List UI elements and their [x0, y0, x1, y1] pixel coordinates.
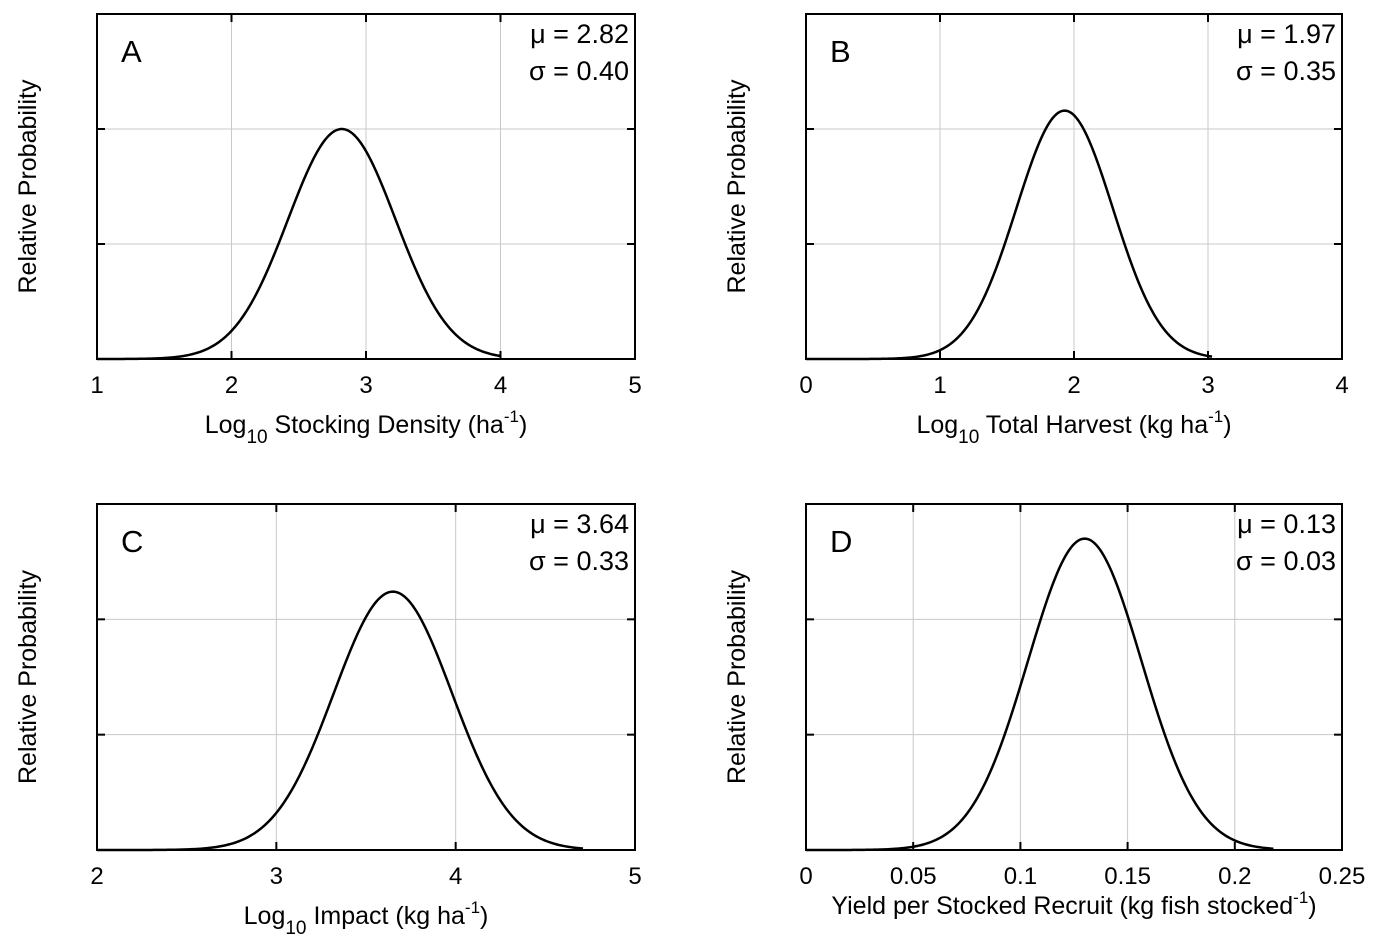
x-tick-label: 0: [799, 372, 812, 399]
density-curve: [806, 537, 1274, 852]
x-axis-label-suffix: ): [519, 411, 527, 439]
x-tick-label: 0.1: [1004, 863, 1037, 890]
density-curve: [97, 590, 584, 852]
x-tick-label: 3: [1201, 372, 1214, 399]
panel-letter: B: [830, 34, 851, 69]
x-axis-label-sup: -1: [1208, 407, 1223, 426]
x-axis-label-main: Stocking Density (ha: [268, 411, 504, 439]
x-tick-label: 2: [90, 863, 103, 890]
x-axis-label-prefix: Log: [916, 411, 958, 439]
x-axis-label: Yield per Stocked Recruit (kg fish stock…: [831, 888, 1316, 920]
x-axis-label-sup: -1: [504, 407, 519, 426]
sigma-annotation: σ = 0.40: [529, 56, 629, 86]
y-axis-label: Relative Probability: [14, 79, 42, 293]
x-tick-label: 5: [628, 863, 641, 890]
mu-annotation: μ = 0.13: [1237, 509, 1336, 539]
x-tick-label: 0.2: [1218, 863, 1251, 890]
x-tick-label: 2: [225, 372, 238, 399]
x-axis-label-main: Impact (kg ha: [307, 902, 465, 930]
x-axis-label: Log10 Total Harvest (kg ha-1): [916, 407, 1231, 448]
plot-frame: [805, 503, 1343, 851]
x-tick-label: 5: [628, 372, 641, 399]
x-tick-label: 0.15: [1104, 863, 1151, 890]
x-tick-label: 3: [270, 863, 283, 890]
x-axis-label-suffix: ): [480, 902, 488, 930]
panel-letter: D: [830, 524, 852, 559]
x-tick-label: 1: [933, 372, 946, 399]
x-axis-label-sub: 10: [285, 918, 306, 936]
y-axis-label: Relative Probability: [723, 570, 751, 784]
x-axis-label-prefix: Log: [244, 902, 286, 930]
x-tick-label: 3: [359, 372, 372, 399]
y-axis-label: Relative Probability: [723, 79, 751, 293]
x-axis-label: Log10 Impact (kg ha-1): [244, 898, 489, 936]
x-axis-label-sub: 10: [246, 427, 267, 448]
x-axis-label: Log10 Stocking Density (ha-1): [205, 407, 528, 448]
density-curve: [806, 109, 1213, 361]
x-axis-label-main: Total Harvest (kg ha: [979, 411, 1208, 439]
plot-frame: [96, 503, 636, 851]
sigma-annotation: σ = 0.35: [1236, 56, 1336, 86]
x-tick-label: 0.25: [1319, 863, 1366, 890]
panel-a: 1 2 3 4 5 A μ = 2.82 σ = 0.40 Relative Probabili…: [14, 13, 642, 448]
plot-frame: [96, 13, 636, 360]
x-axis-label-sup: -1: [465, 898, 480, 917]
panel-letter: C: [121, 524, 143, 559]
x-axis-label-suffix: ): [1308, 892, 1316, 920]
x-tick-label: 1: [90, 372, 103, 399]
y-axis-label: Relative Probability: [14, 570, 42, 784]
sigma-annotation: σ = 0.03: [1236, 546, 1336, 576]
x-axis-label-prefix: Log: [205, 411, 247, 439]
x-axis-label-sub: 10: [958, 427, 979, 448]
mu-annotation: μ = 2.82: [530, 19, 629, 49]
x-tick-label: 4: [494, 372, 507, 399]
mu-annotation: μ = 3.64: [530, 509, 629, 539]
x-axis-label-sup: -1: [1293, 888, 1308, 907]
panel-b: 0 1 2 3 4 B μ = 1.97 σ = 0.35 Relative Probabili…: [723, 13, 1349, 448]
plot-frame: [805, 13, 1343, 360]
panel-d: 0 0.05 0.1 0.15 0.2 0.25 D μ = 0.13 σ = 0.03 Rela…: [723, 503, 1366, 920]
x-tick-label: 4: [1335, 372, 1348, 399]
panel-c: 2 3 4 5 C μ = 3.64 σ = 0.33 Relative Probabilit…: [14, 503, 642, 936]
x-axis-label-main: Yield per Stocked Recruit (kg fish stock…: [831, 892, 1293, 920]
panel-letter: A: [121, 34, 142, 69]
sigma-annotation: σ = 0.33: [529, 546, 629, 576]
x-tick-label: 2: [1067, 372, 1080, 399]
mu-annotation: μ = 1.97: [1237, 19, 1336, 49]
x-axis-label-suffix: ): [1223, 411, 1231, 439]
x-tick-label: 0: [799, 863, 812, 890]
x-tick-label: 4: [449, 863, 462, 890]
x-tick-label: 0.05: [890, 863, 937, 890]
